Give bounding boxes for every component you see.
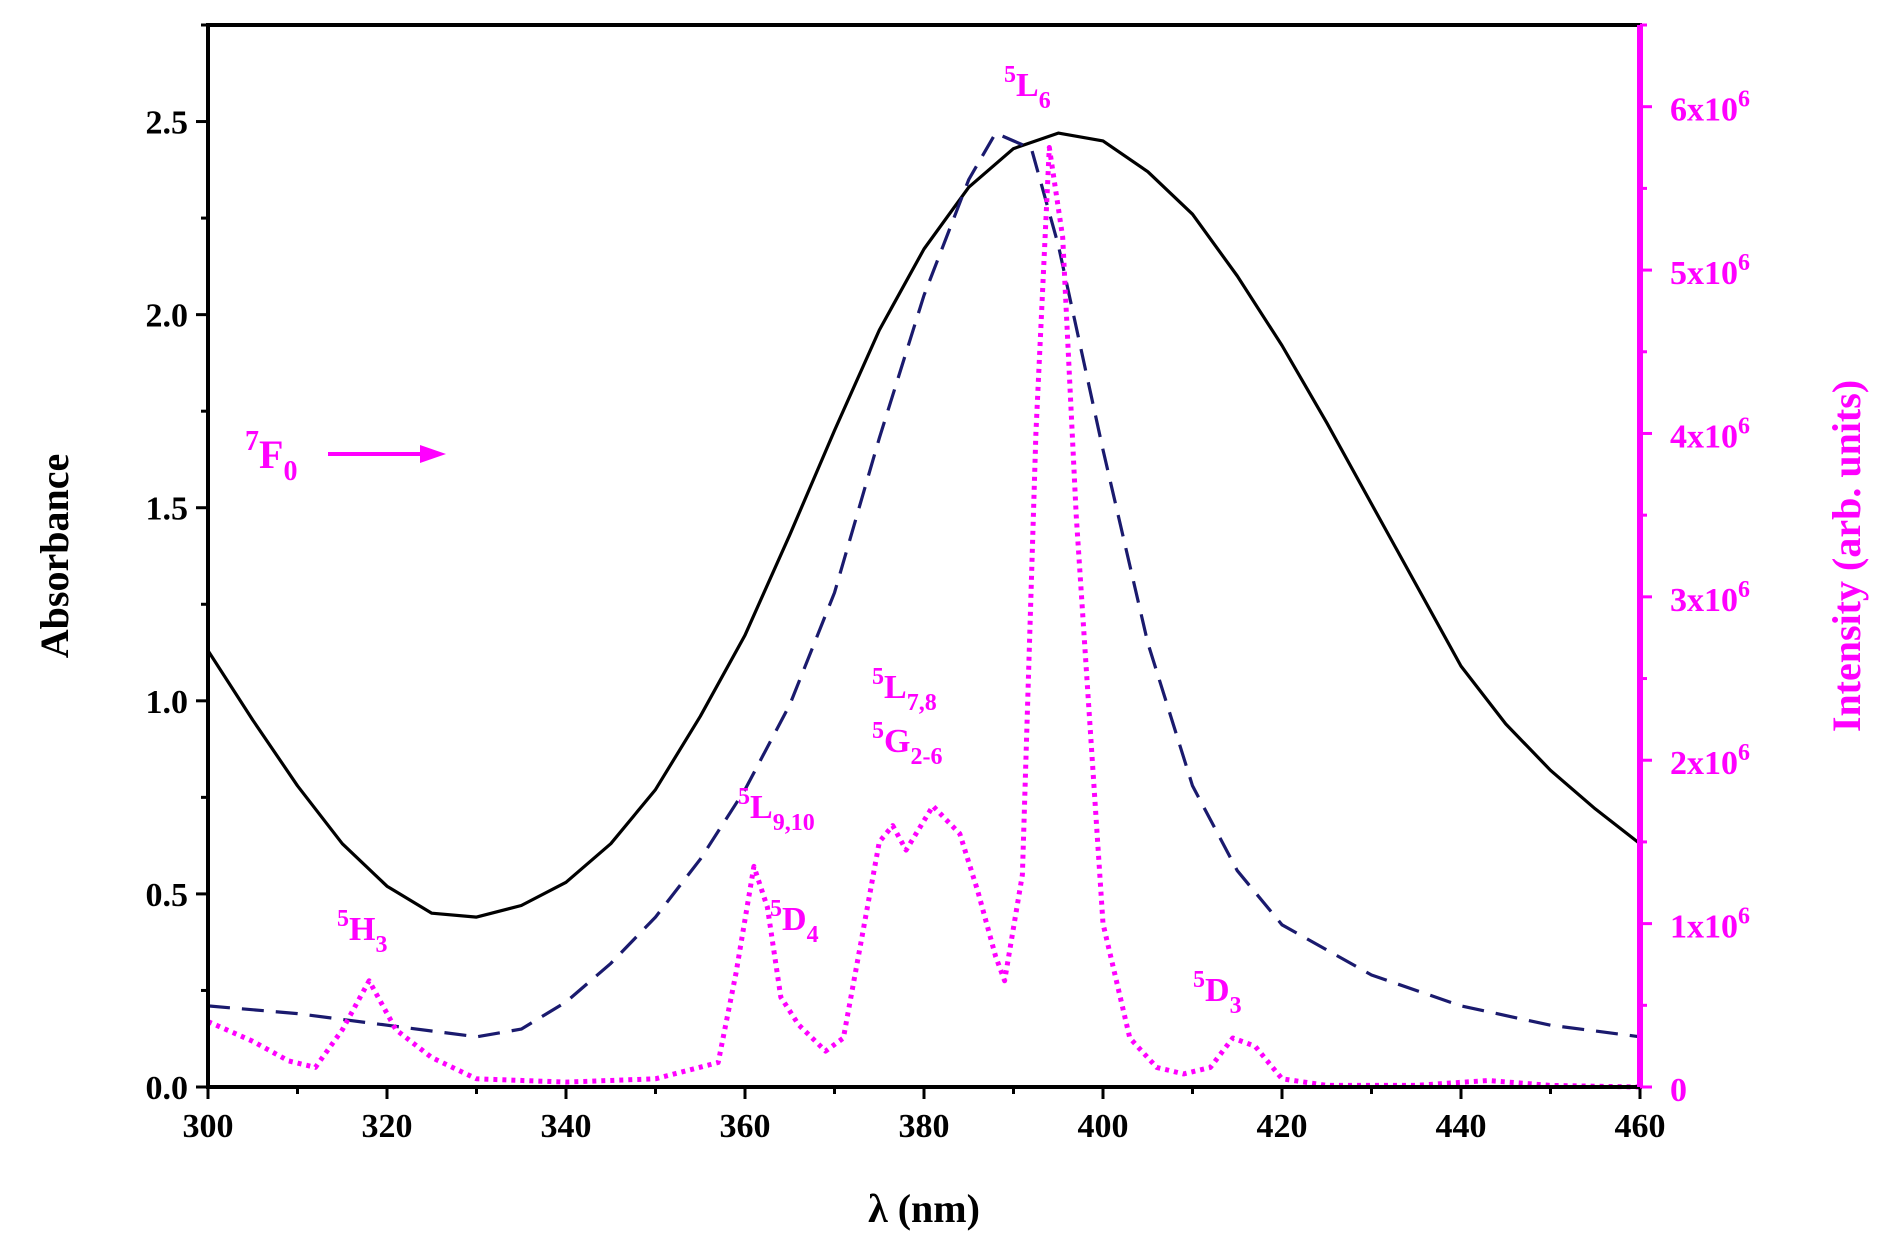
y2-tick-label: 1x106 — [1670, 904, 1750, 946]
x-tick-label: 300 — [183, 1108, 234, 1145]
y2-tick-label: 2x106 — [1670, 740, 1750, 782]
y-tick-label: 0.5 — [146, 877, 189, 914]
x-tick-label: 400 — [1078, 1108, 1129, 1145]
annotation-label: 5G2-6 — [872, 718, 942, 770]
annotation-label: 5D3 — [1193, 967, 1242, 1019]
ticks-layer: 300 320 340 360 380 400 420 440 460 0.0 0.5 1.0 1.5 2… — [146, 23, 1750, 1145]
y2-axis-title: Intensity (arb. units) — [1824, 380, 1869, 732]
y-tick-label: 0.0 — [146, 1070, 189, 1107]
x-tick-label: 420 — [1257, 1108, 1308, 1145]
x-tick-label: 440 — [1436, 1108, 1487, 1145]
x-tick-label: 360 — [720, 1108, 771, 1145]
annotation-label: 5H3 — [337, 906, 387, 958]
series-line-gaussian-fit — [207, 131, 1641, 1039]
y2-tick-label: 6x106 — [1670, 87, 1750, 129]
transition-arrow-head — [420, 445, 446, 463]
annotation-label: 5L6 — [1004, 62, 1051, 114]
x-tick-label: 340 — [541, 1108, 592, 1145]
x-tick-label: 320 — [362, 1108, 413, 1145]
y2-tick-label: 0 — [1670, 1072, 1687, 1109]
annotation-label: 7F0 — [245, 426, 297, 487]
x-tick-label: 380 — [899, 1108, 950, 1145]
y-tick-label: 2.0 — [146, 298, 189, 335]
series-line-excitation — [206, 145, 1641, 1090]
x-tick-label: 460 — [1615, 1108, 1666, 1145]
series-line-absorbance — [206, 131, 1641, 919]
y-tick-label: 1.0 — [146, 684, 189, 721]
annotation-label: 5L9,10 — [738, 784, 815, 836]
y2-tick-label: 3x106 — [1670, 577, 1750, 619]
y-tick-label: 1.5 — [146, 491, 189, 528]
annotation-label: 5D4 — [770, 896, 819, 948]
annotation-label: 5L7,8 — [872, 664, 937, 716]
y-axis-title: Absorbance — [32, 454, 77, 658]
plot-frame — [206, 23, 1642, 1089]
y-tick-label: 2.5 — [146, 105, 189, 142]
y2-tick-label: 4x106 — [1670, 413, 1750, 455]
y2-tick-label: 5x106 — [1670, 250, 1750, 292]
series-layer — [206, 131, 1641, 1090]
x-axis-title: λ (nm) — [868, 1186, 980, 1231]
